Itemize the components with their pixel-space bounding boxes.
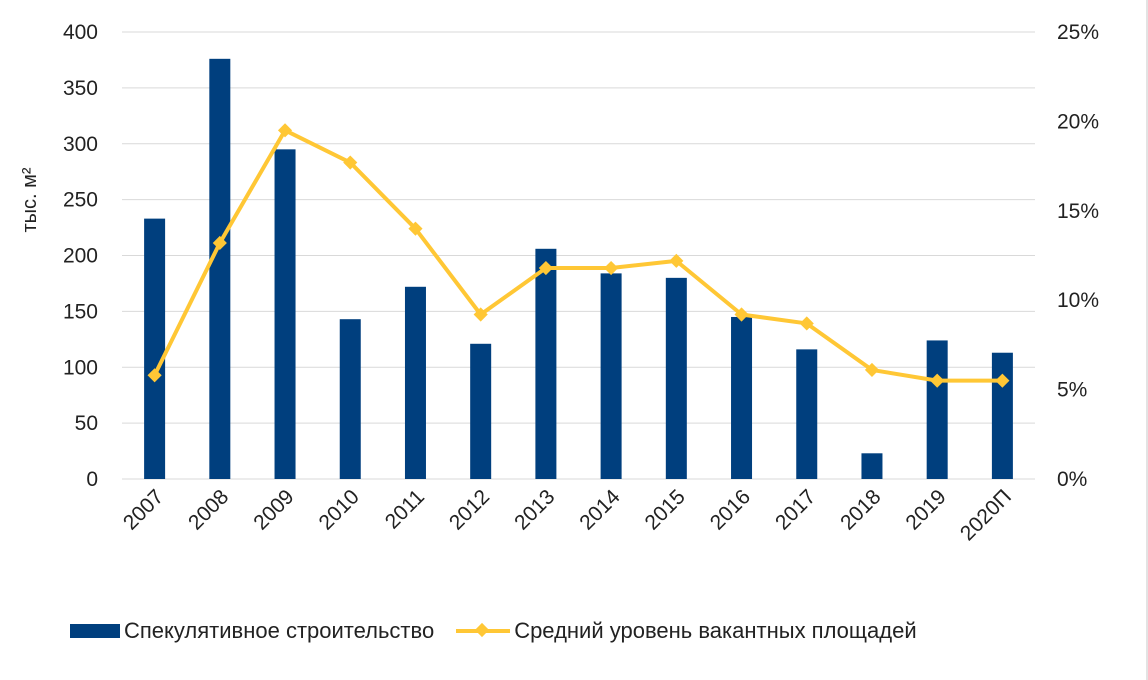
- legend-line-swatch: [456, 622, 511, 638]
- legend-bar-swatch: [70, 624, 120, 638]
- y2-tick-label: 15%: [1057, 200, 1099, 223]
- bar: [665, 277, 687, 479]
- x-tick-label: 2013: [510, 485, 559, 534]
- line-point: [212, 235, 227, 251]
- line-series: [147, 123, 1010, 388]
- bar: [144, 218, 166, 479]
- bar: [404, 286, 426, 479]
- series-line: [152, 128, 1003, 383]
- y-tick-label: 50: [75, 412, 98, 435]
- x-tick-label: 2014: [575, 485, 625, 535]
- y-tick-label: 300: [63, 133, 98, 156]
- left-axis-ticks: 0 50 100 150 200 250 300 350 400: [63, 21, 98, 491]
- x-tick-label: 2008: [184, 485, 233, 534]
- x-tick-label: 2012: [445, 485, 494, 534]
- y2-tick-label: 25%: [1057, 21, 1099, 44]
- legend-line-label: Средний уровень вакантных площадей: [514, 618, 917, 643]
- x-tick-label: 2010: [314, 485, 363, 534]
- line-point: [864, 362, 880, 378]
- x-tick-label: 2017: [771, 485, 820, 534]
- x-tick-label: 2009: [249, 485, 298, 534]
- x-tick-label: 2018: [836, 485, 885, 534]
- y-tick-label: 100: [63, 356, 98, 379]
- line-point: [473, 307, 488, 322]
- y-tick-label: 150: [63, 300, 98, 323]
- bar: [861, 453, 883, 479]
- y2-tick-label: 5%: [1057, 379, 1087, 402]
- y2-tick-label: 10%: [1057, 289, 1099, 312]
- gridlines: [122, 31, 1035, 480]
- line-point: [995, 373, 1010, 388]
- line-point: [408, 221, 423, 236]
- y2-tick-label: 0%: [1057, 468, 1087, 491]
- bar-series: [144, 58, 1013, 479]
- bar: [731, 316, 753, 479]
- line-point: [147, 368, 162, 383]
- bar: [339, 319, 361, 479]
- line-point: [343, 155, 358, 170]
- x-tick-label: 2011: [381, 485, 429, 533]
- legend-bar-label: Спекулятивное строительство: [124, 618, 435, 643]
- line-point: [930, 373, 945, 388]
- y-tick-label: 350: [63, 77, 98, 100]
- line-point: [538, 260, 553, 276]
- bar: [600, 273, 622, 479]
- y-tick-label: 0: [86, 468, 98, 491]
- y-axis-label: тыс. м²: [19, 167, 41, 232]
- y2-tick-label: 20%: [1057, 110, 1099, 133]
- panel-border: [1146, 0, 1148, 680]
- x-tick-label: 2015: [641, 485, 690, 534]
- line-point: [734, 307, 749, 322]
- line-point: [669, 253, 684, 268]
- line-point: [277, 123, 293, 138]
- x-tick-label: 2016: [706, 485, 755, 534]
- y-tick-label: 400: [63, 21, 98, 44]
- chart: 0 50 100 150 200 250 300 350 400 0% 5% 10% 15% 20% 25…: [19, 21, 1099, 545]
- x-tick-label: 2007: [119, 485, 168, 534]
- bar: [796, 349, 818, 479]
- bar: [274, 149, 296, 479]
- line-point: [799, 316, 814, 331]
- bar: [991, 352, 1013, 479]
- line-point: [604, 260, 619, 276]
- right-axis-ticks: 0% 5% 10% 15% 20% 25%: [1057, 21, 1099, 491]
- bar: [209, 58, 231, 479]
- bar: [535, 248, 557, 479]
- bar: [470, 343, 492, 479]
- legend: Спекулятивное строительство Средний уров…: [70, 616, 917, 646]
- y-tick-label: 250: [63, 189, 98, 212]
- x-tick-label: 2019: [901, 485, 950, 534]
- x-tick-label: 2020П: [956, 485, 1016, 545]
- y-tick-label: 200: [63, 245, 98, 268]
- x-axis-ticks: 2007 2008 2009 2010 2011 2012 2013 2014 2015 2016…: [119, 485, 1016, 545]
- bar: [926, 340, 948, 479]
